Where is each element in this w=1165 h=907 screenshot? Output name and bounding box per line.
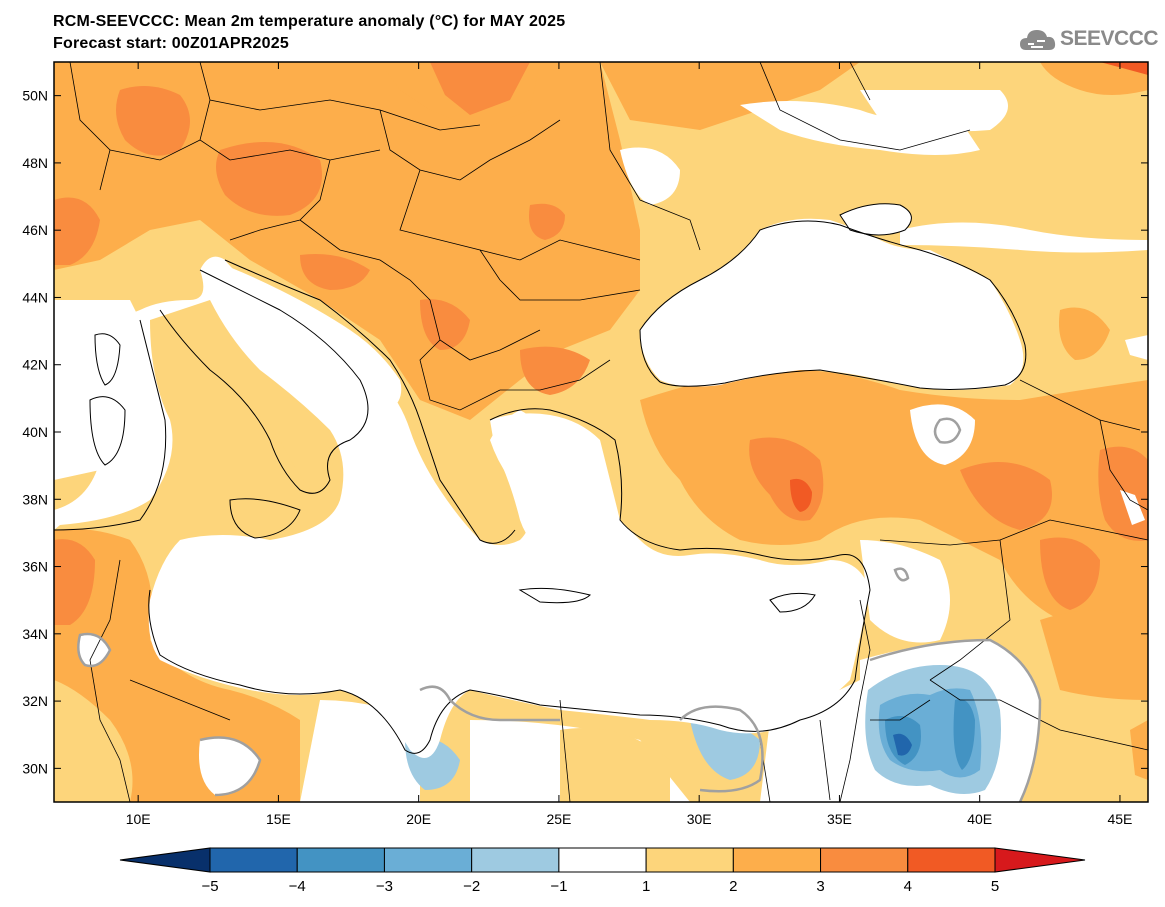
anomaly-band-2-3 — [54, 62, 640, 420]
colorbar-label: −3 — [376, 878, 393, 895]
lat-tick-label: 48N — [22, 155, 48, 171]
colorbar-label: −2 — [463, 878, 480, 895]
colorbar-min-extension — [119, 847, 211, 873]
lon-tick-label: 35E — [827, 811, 852, 827]
lat-tick-label: 30N — [22, 760, 48, 776]
lat-tick-label: 42N — [22, 357, 48, 373]
contour-lines — [77, 417, 1042, 802]
lat-tick-label: 46N — [22, 222, 48, 238]
colorbar-label: −5 — [201, 878, 218, 895]
colorbar-label: 2 — [729, 878, 737, 895]
colorbar-label: 1 — [642, 878, 650, 895]
lat-tick-label: 38N — [22, 491, 48, 507]
colorbar-label: −4 — [289, 878, 306, 895]
lat-tick-label: 32N — [22, 693, 48, 709]
colorbar-swatch — [907, 847, 996, 873]
lat-tick-label: 34N — [22, 626, 48, 642]
lon-tick-label: 30E — [687, 811, 712, 827]
colorbar-swatch — [820, 847, 909, 873]
colorbar-max-extension — [994, 847, 1086, 873]
sea-mask — [54, 203, 1148, 758]
lon-tick-label: 15E — [266, 811, 291, 827]
lat-tick-label: 44N — [22, 289, 48, 305]
anomaly-band-3-4 — [430, 62, 530, 115]
cloud-icon — [1020, 30, 1056, 50]
lon-tick-label: 40E — [967, 811, 992, 827]
colorbar-swatch — [209, 847, 298, 873]
colorbar-swatch — [471, 847, 560, 873]
longitude-axis: 10E 15E 20E 25E 30E 35E 40E 45E — [126, 62, 1132, 827]
lon-tick-label: 25E — [546, 811, 571, 827]
lon-tick-label: 45E — [1107, 811, 1132, 827]
colorbar-label: 5 — [991, 878, 999, 895]
colorbar-swatch — [645, 847, 734, 873]
lon-tick-label: 10E — [126, 811, 151, 827]
colorbar-swatch — [558, 847, 647, 873]
colorbar-label: 3 — [816, 878, 824, 895]
colorbar-label: 4 — [904, 878, 912, 895]
forecast-start-label: Forecast start: 00Z01APR2025 — [53, 35, 289, 52]
map-title: RCM-SEEVCCC: Mean 2m temperature anomaly… — [53, 13, 566, 30]
colorbar: −5 −4 −3 −2 −1 1 2 3 4 5 — [119, 847, 1086, 895]
latitude-axis: 30N 32N 34N 36N 38N 40N 42N 44N 46N 48N 50N — [22, 88, 1148, 776]
anomaly-band-2-3-north — [54, 62, 860, 130]
lat-tick-label: 36N — [22, 559, 48, 575]
country-borders — [69, 62, 1148, 802]
lat-tick-label: 40N — [22, 424, 48, 440]
logo-text: SEEVCCC — [1060, 27, 1159, 50]
colorbar-label: −1 — [550, 878, 567, 895]
colorbar-swatch — [732, 847, 822, 873]
lon-tick-label: 20E — [406, 811, 431, 827]
lat-tick-label: 50N — [22, 88, 48, 104]
colorbar-swatch — [383, 847, 473, 873]
coastlines — [54, 203, 1027, 754]
colorbar-swatch — [296, 847, 385, 873]
